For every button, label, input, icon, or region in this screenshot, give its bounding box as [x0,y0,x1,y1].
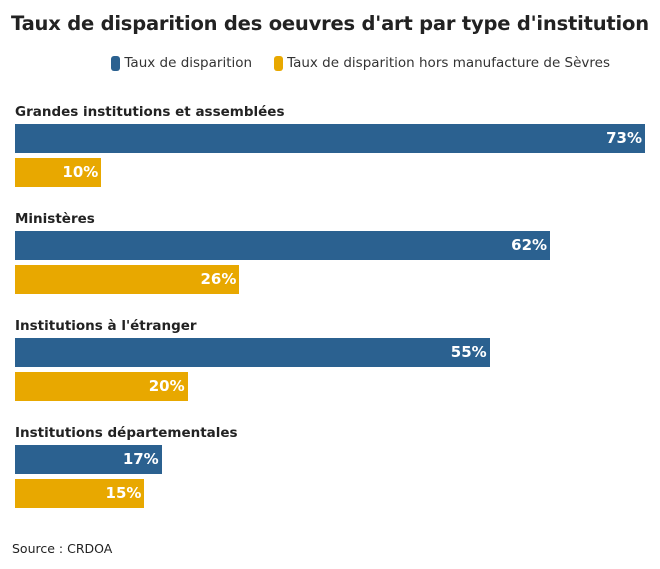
legend-label: Taux de disparition hors manufacture de … [287,55,610,71]
category-label: Grandes institutions et assemblées [15,104,285,120]
data-label: 20% [148,377,185,395]
bar [15,338,490,367]
data-label: 17% [122,450,159,468]
legend-item: Taux de disparition hors manufacture de … [274,55,610,71]
bar [15,124,645,153]
legend-item: Taux de disparition [111,55,252,71]
legend-swatch [274,55,284,71]
category-label: Institutions départementales [15,425,238,441]
data-label: 26% [200,270,237,288]
data-label: 10% [62,163,99,181]
category-label: Institutions à l'étranger [15,318,197,334]
legend-swatch [111,55,121,71]
legend-label: Taux de disparition [124,55,253,71]
bar [15,445,162,474]
data-label: 15% [105,484,142,502]
data-label: 73% [606,129,642,147]
chart-title: Taux de disparition des oeuvres d'art pa… [11,12,649,35]
bar [15,479,145,508]
bar [15,265,240,294]
bar [15,372,188,401]
data-label: 62% [511,236,548,254]
source-note: Source : CRDOA [12,541,113,556]
category-label: Ministères [15,211,95,227]
bar [15,158,102,187]
bar [15,231,551,260]
legend: Taux de disparition Taux de disparition … [111,55,610,71]
data-label: 55% [450,343,487,361]
